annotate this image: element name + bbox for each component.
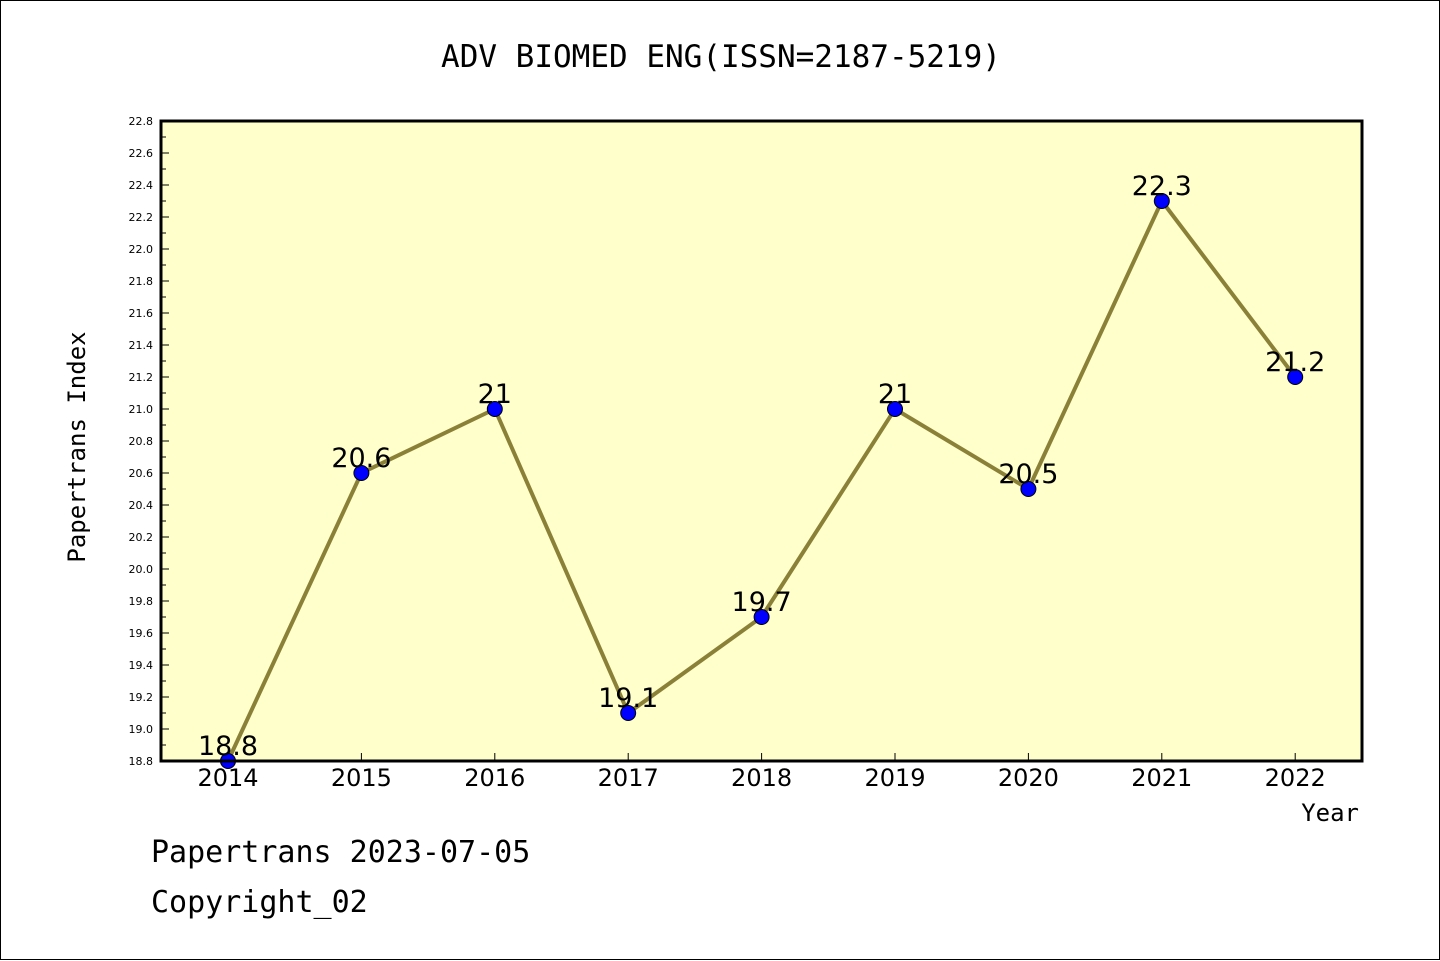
data-point xyxy=(486,401,503,417)
plot-border xyxy=(159,119,1364,763)
y-tick-label: 20.6 xyxy=(129,467,154,480)
footer-copyright: Copyright_02 xyxy=(151,885,368,920)
x-tick-label: 2015 xyxy=(331,764,392,792)
x-axis-label: Year xyxy=(1301,799,1359,827)
y-tick-label: 19.0 xyxy=(129,723,154,736)
x-tick-label: 2017 xyxy=(598,764,659,792)
data-label: 20.6 xyxy=(331,443,391,474)
x-tick-label: 2016 xyxy=(464,764,525,792)
data-point xyxy=(353,465,370,481)
y-tick-label: 21.2 xyxy=(129,371,154,384)
data-label: 18.8 xyxy=(198,731,258,762)
data-labels: 18.8 20.6 21 19.1 19.7 21 20.5 22.3 21.2 xyxy=(198,171,1325,762)
data-point xyxy=(620,705,637,721)
y-axis-ticks: 18.8 19.0 19.2 19.4 19.6 19.8 20.0 20.2 20.4 20.6… xyxy=(129,115,169,768)
data-point xyxy=(753,609,770,625)
y-tick-label: 22.8 xyxy=(129,115,154,128)
y-tick-label: 20.4 xyxy=(129,499,154,512)
y-tick-label: 21.6 xyxy=(129,307,154,320)
data-points xyxy=(220,193,1304,769)
y-tick-label: 21.8 xyxy=(129,275,154,288)
y-tick-label: 21.4 xyxy=(129,339,154,352)
data-point xyxy=(1153,193,1170,209)
x-tick-label: 2021 xyxy=(1131,764,1192,792)
chart-title: ADV BIOMED ENG(ISSN=2187-5219) xyxy=(441,39,1001,75)
data-label: 20.5 xyxy=(998,459,1058,490)
y-tick-label: 19.8 xyxy=(129,595,154,608)
y-tick-label: 20.2 xyxy=(129,531,154,544)
x-tick-label: 2018 xyxy=(731,764,792,792)
footer-date: Papertrans 2023-07-05 xyxy=(151,835,531,870)
x-axis-ticks: 2014 2015 2016 2017 2018 2019 2020 2021 2022 xyxy=(197,753,1326,792)
y-tick-label: 22.2 xyxy=(129,211,154,224)
data-label: 19.1 xyxy=(598,683,658,714)
plot-area xyxy=(161,121,1362,761)
y-tick-label: 19.6 xyxy=(129,627,154,640)
y-tick-label: 19.2 xyxy=(129,691,154,704)
y-tick-label: 20.0 xyxy=(129,563,154,576)
x-tick-label: 2020 xyxy=(998,764,1059,792)
y-tick-label: 22.0 xyxy=(129,243,154,256)
y-tick-label: 18.8 xyxy=(129,755,154,768)
data-point xyxy=(887,401,903,417)
data-label: 21.2 xyxy=(1265,347,1325,378)
data-label: 22.3 xyxy=(1132,171,1192,202)
data-label: 21 xyxy=(878,379,912,410)
data-label: 19.7 xyxy=(732,587,792,618)
x-tick-label: 2019 xyxy=(864,764,925,792)
y-tick-label: 20.8 xyxy=(129,435,154,448)
y-tick-label: 22.4 xyxy=(129,179,154,192)
y-tick-label: 21.0 xyxy=(129,403,154,416)
y-axis-label: Papertrans Index xyxy=(63,331,91,562)
x-tick-label: 2022 xyxy=(1265,764,1326,792)
y-tick-label: 22.6 xyxy=(129,147,154,160)
y-tick-label: 19.4 xyxy=(129,659,154,672)
data-point xyxy=(1020,481,1037,497)
data-label: 21 xyxy=(478,379,512,410)
data-point xyxy=(1287,369,1304,385)
